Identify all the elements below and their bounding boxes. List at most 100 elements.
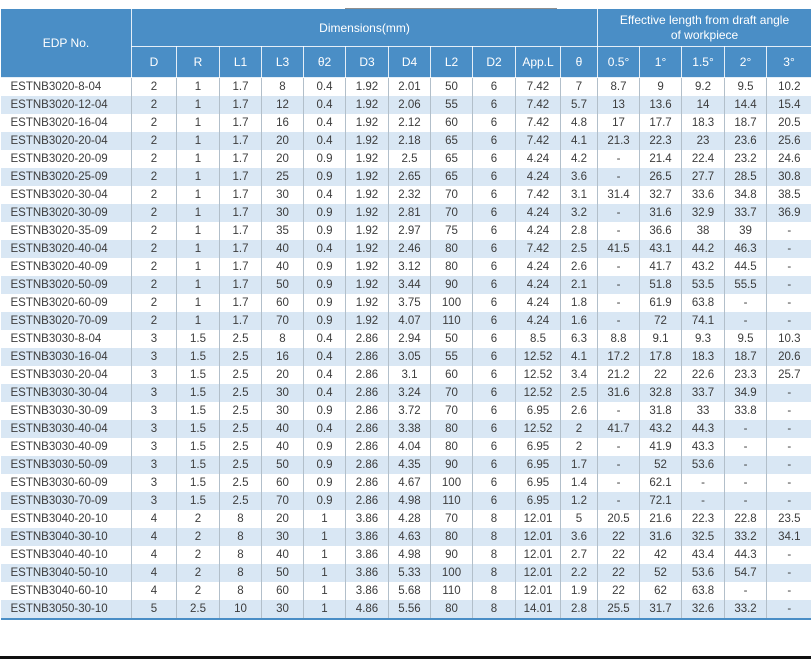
col-header-edp-no: EDP No. [1,9,132,78]
cell-value: 2.6 [561,402,598,420]
cell-value: 1 [177,258,220,276]
cell-value: 4.1 [561,132,598,150]
cell-value: 35 [262,222,304,240]
cell-value: 0.9 [304,276,346,294]
cell-value: 6 [473,474,516,492]
cell-value: 2.86 [346,420,389,438]
cell-value: 3 [132,492,177,510]
cell-value: - [725,474,767,492]
cell-value: 8 [220,510,262,528]
cell-value: 39 [725,222,767,240]
cell-value: - [767,258,811,276]
cell-value: 9.1 [640,330,682,348]
cell-value: 2.86 [346,348,389,366]
col-header-10: θ [561,47,598,78]
cell-value: 31.6 [598,384,640,402]
cell-value: 2 [132,168,177,186]
cell-value: 1.92 [346,186,389,204]
cell-edp-no: ESTNB3020-40-09 [1,258,132,276]
cell-value: 4.24 [516,276,561,294]
cell-value: 0.4 [304,384,346,402]
cell-value: - [725,420,767,438]
cell-value: 2.1 [561,276,598,294]
cell-value: 2 [132,258,177,276]
col-header-12: 1° [640,47,682,78]
cell-value: 8 [220,564,262,582]
cell-value: 1.5 [177,420,220,438]
cell-value: 4.24 [516,150,561,168]
cell-value: 1.7 [220,150,262,168]
cell-value: - [598,402,640,420]
cell-value: 2.86 [346,438,389,456]
cell-value: 72 [640,312,682,330]
cell-value: 2.5 [220,474,262,492]
cell-value: - [598,150,640,168]
cell-value: 2.46 [389,240,431,258]
cell-value: 25.5 [598,600,640,619]
cell-value: 2 [132,294,177,312]
cell-edp-no: ESTNB3020-50-09 [1,276,132,294]
col-header-2: L1 [220,47,262,78]
cell-value: 1 [177,312,220,330]
cell-value: 16 [262,348,304,366]
cell-value: 3.2 [561,204,598,222]
cell-value: 1 [177,150,220,168]
cell-value: 6 [473,456,516,474]
cell-value: 53.6 [682,456,725,474]
cell-value: 1.7 [220,78,262,97]
cell-edp-no: ESTNB3030-50-09 [1,456,132,474]
cell-value: 8 [262,330,304,348]
cell-value: 60 [262,474,304,492]
cell-value: 15.4 [767,96,811,114]
cell-value: 4.67 [389,474,431,492]
cell-value: 16 [262,114,304,132]
cell-value: 17.8 [640,348,682,366]
cell-value: 6 [473,438,516,456]
cell-edp-no: ESTNB3030-16-04 [1,348,132,366]
header-group-row: EDP No. Dimensions(mm) Effective length … [1,9,811,47]
cell-value: - [598,492,640,510]
cell-value: 20 [262,150,304,168]
cell-value: 75 [431,222,473,240]
cell-value: 6 [473,384,516,402]
cell-value: 2.01 [389,78,431,97]
cell-value: 33 [682,402,725,420]
cell-value: 3 [132,366,177,384]
cell-value: 6 [473,114,516,132]
cell-value: 25.7 [767,366,811,384]
cell-value: 30 [262,204,304,222]
cell-value: 3.86 [346,582,389,600]
cell-value: 6.95 [516,402,561,420]
cell-value: 32.6 [682,600,725,619]
cell-value: 5.56 [389,600,431,619]
cell-edp-no: ESTNB3020-16-04 [1,114,132,132]
cell-value: 50 [431,330,473,348]
cell-value: 1.4 [561,474,598,492]
cell-value: 53.6 [682,564,725,582]
cell-value: 3 [132,456,177,474]
cell-value: 4.28 [389,510,431,528]
cell-value: 25.6 [767,132,811,150]
cell-value: 23.2 [725,150,767,168]
cell-value: 10.3 [767,330,811,348]
cell-value: 13 [598,96,640,114]
cell-value: 43.3 [682,438,725,456]
cell-value: 30 [262,384,304,402]
cell-value: 41.7 [598,420,640,438]
cell-value: 1.7 [220,294,262,312]
cell-value: 43.1 [640,240,682,258]
cell-value: 30 [262,600,304,619]
cell-value: 1.92 [346,78,389,97]
cell-value: 70 [262,312,304,330]
cell-value: 0.9 [304,204,346,222]
col-header-5: D3 [346,47,389,78]
cell-value: 74.1 [682,312,725,330]
cell-value: 63.8 [682,582,725,600]
cell-value: 44.5 [725,258,767,276]
